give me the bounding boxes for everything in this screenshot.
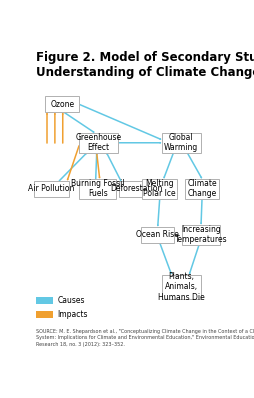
- Text: Global
Warming: Global Warming: [164, 133, 198, 152]
- FancyBboxPatch shape: [185, 179, 219, 199]
- Text: Burning Fossil
Fuels: Burning Fossil Fuels: [71, 179, 124, 199]
- Text: Deforestation: Deforestation: [110, 184, 162, 193]
- FancyBboxPatch shape: [142, 179, 177, 199]
- Text: Causes: Causes: [57, 296, 85, 305]
- FancyBboxPatch shape: [36, 311, 53, 318]
- Text: Melting
Polar Ice: Melting Polar Ice: [144, 179, 176, 199]
- Text: Air Pollution: Air Pollution: [28, 184, 75, 193]
- FancyBboxPatch shape: [34, 181, 69, 197]
- FancyBboxPatch shape: [119, 181, 153, 197]
- FancyBboxPatch shape: [45, 96, 80, 112]
- FancyBboxPatch shape: [141, 227, 174, 243]
- Text: Climate
Change: Climate Change: [187, 179, 217, 199]
- FancyBboxPatch shape: [182, 225, 220, 245]
- Text: SOURCE: M. E. Shepardson et al., "Conceptualizing Climate Change in the Context : SOURCE: M. E. Shepardson et al., "Concep…: [36, 329, 254, 347]
- Text: Ozone: Ozone: [50, 100, 74, 109]
- Text: Impacts: Impacts: [57, 310, 88, 319]
- FancyBboxPatch shape: [79, 133, 118, 153]
- FancyBboxPatch shape: [162, 133, 201, 153]
- Text: Plants,
Animals,
Humans Die: Plants, Animals, Humans Die: [158, 272, 205, 302]
- FancyBboxPatch shape: [162, 275, 201, 299]
- Text: Increasing
Temperatures: Increasing Temperatures: [175, 225, 227, 244]
- FancyBboxPatch shape: [79, 179, 116, 199]
- Text: Ocean Rise: Ocean Rise: [136, 230, 179, 239]
- FancyBboxPatch shape: [36, 297, 53, 304]
- Text: Greenhouse
Effect: Greenhouse Effect: [76, 133, 122, 152]
- Text: Figure 2. Model of Secondary Students'
Understanding of Climate Change: Figure 2. Model of Secondary Students' U…: [36, 51, 254, 79]
